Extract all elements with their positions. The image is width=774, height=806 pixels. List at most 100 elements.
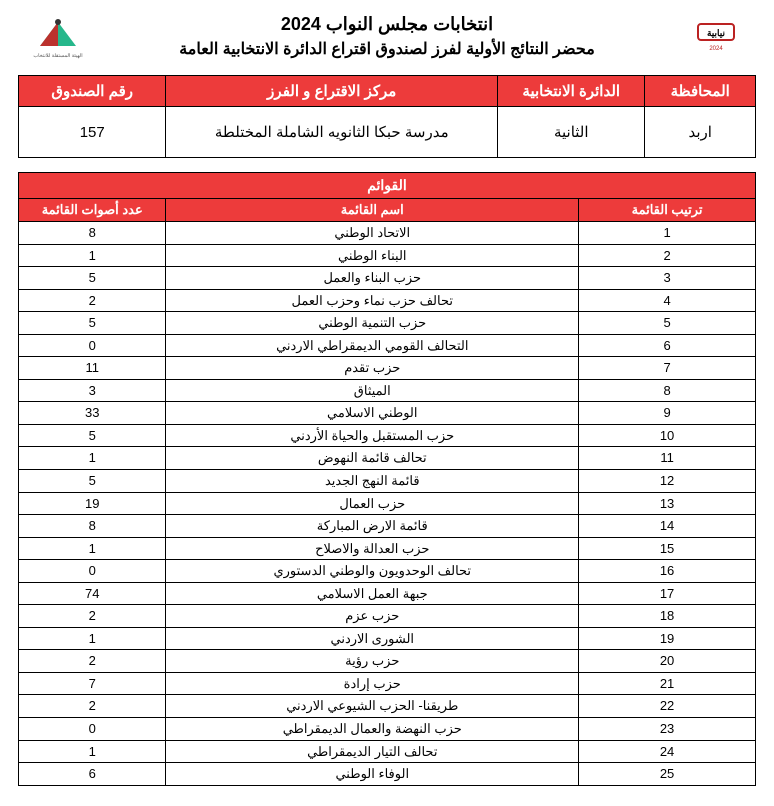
cell-votes: 33 <box>19 402 166 425</box>
cell-votes: 2 <box>19 695 166 718</box>
info-th-center: مركز الاقتراع و الفرز <box>166 76 498 107</box>
svg-text:نيابية: نيابية <box>707 28 725 38</box>
cell-name: حزب تقدم <box>166 357 579 380</box>
table-row: 20حزب رؤية2 <box>19 650 756 673</box>
cell-name: جبهة العمل الاسلامي <box>166 582 579 605</box>
cell-votes: 2 <box>19 650 166 673</box>
cell-name: حزب المستقبل والحياة الأردني <box>166 424 579 447</box>
lists-title-row: القوائم <box>19 173 756 199</box>
cell-rank: 13 <box>579 492 756 515</box>
cell-name: تحالف التيار الديمقراطي <box>166 740 579 763</box>
table-row: 24تحالف التيار الديمقراطي1 <box>19 740 756 763</box>
cell-rank: 3 <box>579 267 756 290</box>
cell-name: حزب إرادة <box>166 672 579 695</box>
table-row: 6التحالف القومي الديمقراطي الاردني0 <box>19 334 756 357</box>
cell-name: الوفاء الوطني <box>166 763 579 786</box>
lists-th-votes: عدد أصوات القائمة <box>19 199 166 222</box>
table-row: 9الوطني الاسلامي33 <box>19 402 756 425</box>
table-row: 10حزب المستقبل والحياة الأردني5 <box>19 424 756 447</box>
cell-name: حزب النهضة والعمال الديمقراطي <box>166 718 579 741</box>
table-row: 8الميثاق3 <box>19 379 756 402</box>
cell-votes: 5 <box>19 312 166 335</box>
table-row: 13حزب العمال19 <box>19 492 756 515</box>
cell-name: البناء الوطني <box>166 244 579 267</box>
cell-votes: 8 <box>19 515 166 538</box>
cell-name: تحالف حزب نماء وحزب العمل <box>166 289 579 312</box>
cell-rank: 14 <box>579 515 756 538</box>
cell-votes: 5 <box>19 424 166 447</box>
title-sub: محضر النتائج الأولية لفرز لصندوق اقتراع … <box>98 39 676 59</box>
cell-name: تحالف الوحدويون والوطني الدستوري <box>166 560 579 583</box>
cell-votes: 1 <box>19 740 166 763</box>
cell-rank: 10 <box>579 424 756 447</box>
info-th-district: الدائرة الانتخابية <box>498 76 645 107</box>
cell-votes: 5 <box>19 267 166 290</box>
cell-rank: 16 <box>579 560 756 583</box>
info-td-governorate: اربد <box>645 107 756 158</box>
cell-name: قائمة النهج الجديد <box>166 470 579 493</box>
cell-votes: 1 <box>19 244 166 267</box>
cell-rank: 5 <box>579 312 756 335</box>
lists-th-rank: ترتيب القائمة <box>579 199 756 222</box>
cell-name: حزب عزم <box>166 605 579 628</box>
cell-rank: 21 <box>579 672 756 695</box>
info-td-center: مدرسة حبكا الثانويه الشاملة المختلطة <box>166 107 498 158</box>
lists-head-row: ترتيب القائمة اسم القائمة عدد أصوات القا… <box>19 199 756 222</box>
cell-rank: 15 <box>579 537 756 560</box>
logo-right: نيابية 2024 <box>676 10 756 65</box>
cell-votes: 1 <box>19 537 166 560</box>
info-data-row: اربد الثانية مدرسة حبكا الثانويه الشاملة… <box>19 107 756 158</box>
lists-table: القوائم ترتيب القائمة اسم القائمة عدد أص… <box>18 172 756 786</box>
table-row: 3حزب البناء والعمل5 <box>19 267 756 290</box>
table-row: 25الوفاء الوطني6 <box>19 763 756 786</box>
cell-name: الميثاق <box>166 379 579 402</box>
cell-votes: 19 <box>19 492 166 515</box>
table-row: 22طريقنا- الحزب الشيوعي الاردني2 <box>19 695 756 718</box>
cell-name: قائمة الارض المباركة <box>166 515 579 538</box>
cell-rank: 22 <box>579 695 756 718</box>
cell-rank: 2 <box>579 244 756 267</box>
cell-name: حزب رؤية <box>166 650 579 673</box>
cell-rank: 23 <box>579 718 756 741</box>
cell-rank: 20 <box>579 650 756 673</box>
table-row: 16تحالف الوحدويون والوطني الدستوري0 <box>19 560 756 583</box>
table-row: 4تحالف حزب نماء وحزب العمل2 <box>19 289 756 312</box>
table-row: 17جبهة العمل الاسلامي74 <box>19 582 756 605</box>
cell-votes: 0 <box>19 718 166 741</box>
cell-rank: 4 <box>579 289 756 312</box>
cell-rank: 6 <box>579 334 756 357</box>
cell-rank: 11 <box>579 447 756 470</box>
info-header-row: المحافظة الدائرة الانتخابية مركز الاقترا… <box>19 76 756 107</box>
cell-votes: 6 <box>19 763 166 786</box>
cell-rank: 12 <box>579 470 756 493</box>
table-row: 15حزب العدالة والاصلاح1 <box>19 537 756 560</box>
cell-name: حزب العدالة والاصلاح <box>166 537 579 560</box>
lists-th-name: اسم القائمة <box>166 199 579 222</box>
cell-rank: 17 <box>579 582 756 605</box>
cell-name: تحالف قائمة النهوض <box>166 447 579 470</box>
cell-votes: 11 <box>19 357 166 380</box>
cell-name: حزب البناء والعمل <box>166 267 579 290</box>
cell-name: الاتحاد الوطني <box>166 222 579 245</box>
cell-rank: 7 <box>579 357 756 380</box>
cell-rank: 25 <box>579 763 756 786</box>
title-main: انتخابات مجلس النواب 2024 <box>98 14 676 35</box>
cell-rank: 19 <box>579 627 756 650</box>
cell-votes: 3 <box>19 379 166 402</box>
table-row: 21حزب إرادة7 <box>19 672 756 695</box>
cell-rank: 8 <box>579 379 756 402</box>
cell-votes: 1 <box>19 447 166 470</box>
lists-section-title: القوائم <box>19 173 756 199</box>
cell-rank: 18 <box>579 605 756 628</box>
cell-name: الوطني الاسلامي <box>166 402 579 425</box>
table-row: 1الاتحاد الوطني8 <box>19 222 756 245</box>
table-row: 23حزب النهضة والعمال الديمقراطي0 <box>19 718 756 741</box>
table-row: 5حزب التنمية الوطني5 <box>19 312 756 335</box>
cell-votes: 0 <box>19 334 166 357</box>
header-titles: انتخابات مجلس النواب 2024 محضر النتائج ا… <box>98 10 676 59</box>
cell-name: حزب العمال <box>166 492 579 515</box>
cell-votes: 2 <box>19 289 166 312</box>
info-td-box: 157 <box>19 107 166 158</box>
table-row: 19الشورى الاردني1 <box>19 627 756 650</box>
cell-rank: 1 <box>579 222 756 245</box>
